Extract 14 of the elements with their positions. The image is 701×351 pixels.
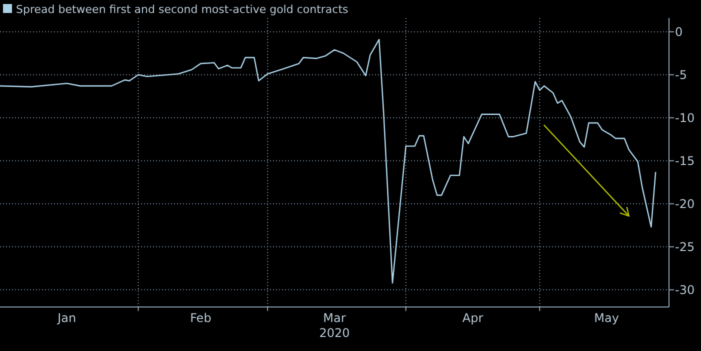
x-tick-label: May: [594, 311, 619, 325]
line-series: [0, 38, 656, 284]
y-tick-label: -25: [675, 240, 695, 254]
x-tick-label: Jan: [56, 311, 76, 325]
y-tick-label: 0: [675, 24, 683, 39]
y-tick-label: -15: [675, 154, 695, 168]
legend-label: Spread between first and second most-active gold contracts: [16, 3, 349, 16]
y-tick-label: -5: [675, 68, 687, 82]
x-tick-label: Mar 2020: [319, 311, 350, 340]
y-tick-label: -10: [675, 110, 695, 125]
y-tick-label: -30: [675, 282, 695, 297]
x-tick-label: Feb: [190, 311, 212, 325]
x-tick-label: Apr: [462, 311, 484, 325]
y-tick-label: -20: [675, 196, 695, 211]
